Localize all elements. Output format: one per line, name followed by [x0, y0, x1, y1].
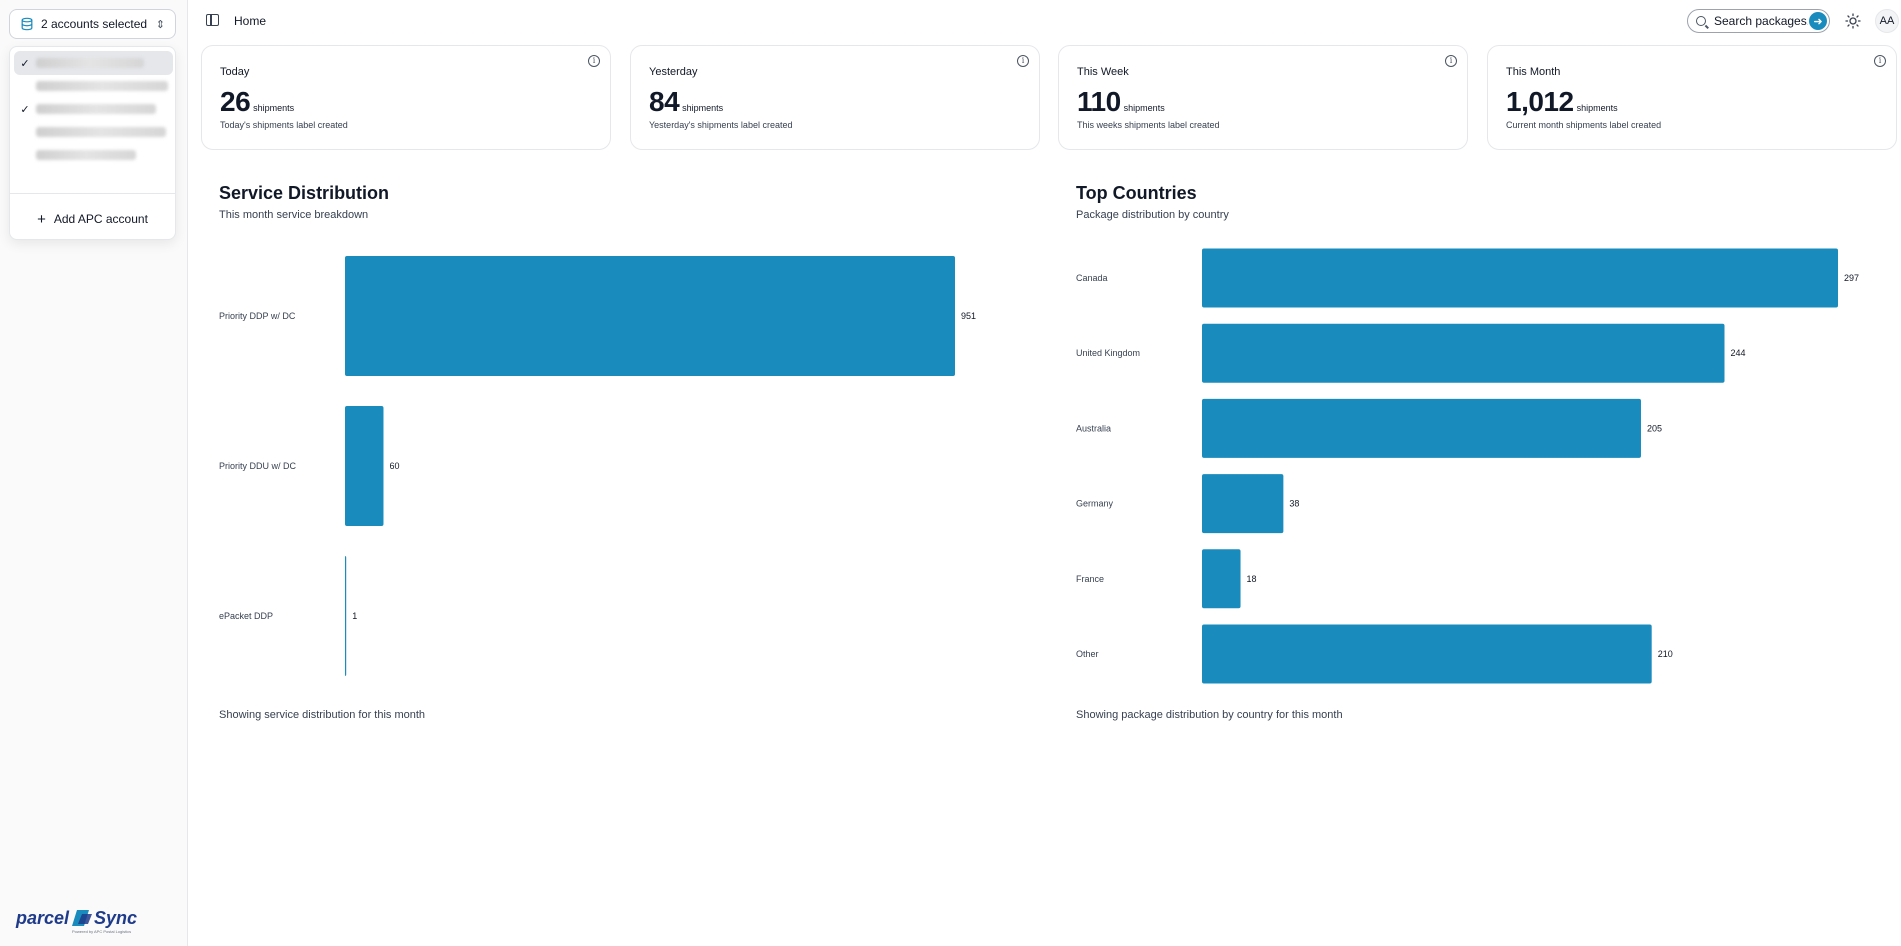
bar[interactable] — [345, 256, 955, 376]
account-option[interactable]: ✓ — [14, 51, 173, 75]
card-value: 84 shipments — [649, 86, 724, 117]
card-title: Yesterday — [649, 66, 698, 78]
account-selector-button[interactable]: 2 accounts selected ⇕ — [9, 9, 176, 39]
card-value: 1,012 shipments — [1506, 86, 1618, 117]
service-distribution-chart: Priority DDP w/ DC 951 Priority DDU w/ DC 6… — [219, 256, 976, 676]
account-option[interactable]: ✓ — [14, 97, 173, 121]
info-icon[interactable]: i — [588, 55, 600, 67]
user-avatar[interactable]: AA — [1875, 9, 1899, 33]
service-distribution-subtitle: This month service breakdown — [219, 209, 369, 221]
bar-value-label: 210 — [1658, 649, 1673, 659]
search-icon — [1696, 16, 1706, 26]
sidebar: 2 accounts selected ⇕ ✓ ✓ + Add APC acco… — [0, 0, 188, 946]
bar[interactable] — [1202, 323, 1725, 383]
svg-text:parcel: parcel — [15, 908, 70, 928]
category-label: ePacket DDP — [219, 611, 273, 621]
bar[interactable] — [1202, 624, 1652, 684]
bar[interactable] — [1202, 549, 1241, 609]
bar-value-label: 297 — [1844, 273, 1859, 283]
add-account-label: Add APC account — [53, 212, 148, 226]
category-label: Australia — [1076, 423, 1111, 433]
category-label: Canada — [1076, 273, 1108, 283]
top-countries-subtitle: Package distribution by country — [1076, 209, 1229, 221]
top-countries-title: Top Countries — [1076, 183, 1197, 203]
bar-value-label: 951 — [961, 311, 976, 321]
account-selector-label: 2 accounts selected — [41, 17, 148, 31]
info-icon[interactable]: i — [1874, 55, 1886, 67]
account-dropdown-menu: ✓ ✓ + Add APC account — [9, 46, 176, 240]
category-label: Germany — [1076, 499, 1114, 509]
sun-icon[interactable] — [1845, 13, 1861, 29]
category-label: Priority DDP w/ DC — [219, 311, 296, 321]
bar-value-label: 18 — [1247, 574, 1257, 584]
card-description: Yesterday's shipments label created — [649, 120, 793, 130]
info-icon[interactable]: i — [1017, 55, 1029, 67]
card-description: Current month shipments label created — [1506, 120, 1662, 130]
bar[interactable] — [345, 556, 347, 676]
search-box[interactable]: ➜ — [1687, 9, 1830, 33]
toggle-sidebar-icon[interactable] — [206, 14, 219, 26]
redacted-account-name — [36, 81, 168, 91]
chevron-up-down-icon: ⇕ — [155, 18, 165, 31]
check-icon: ✓ — [20, 57, 30, 70]
menu-divider — [10, 193, 175, 194]
top-bar: Home ➜ AA — [189, 0, 1901, 42]
service-distribution-footer: Showing service distribution for this mo… — [219, 709, 426, 721]
account-option[interactable] — [14, 74, 173, 98]
bar[interactable] — [345, 406, 384, 526]
bar-value-label: 1 — [352, 611, 357, 621]
top-countries-footer: Showing package distribution by country … — [1076, 709, 1343, 721]
stat-card-this-week: This Week i 110 shipments This weeks ship… — [1058, 45, 1468, 150]
stat-card-yesterday: Yesterday i 84 shipments Yesterday's ship… — [630, 45, 1040, 150]
bar[interactable] — [1202, 474, 1284, 534]
breadcrumb[interactable]: Home — [234, 14, 267, 28]
check-icon: ✓ — [20, 103, 30, 116]
stat-card-today: Today i 26 shipments Today's shipments la… — [201, 45, 611, 150]
bar[interactable] — [1202, 398, 1641, 458]
arrow-right-icon[interactable]: ➜ — [1809, 12, 1827, 30]
database-icon — [21, 17, 33, 31]
card-title: Today — [220, 66, 250, 78]
card-description: This weeks shipments label created — [1077, 120, 1220, 130]
redacted-account-name — [36, 104, 156, 114]
bar-value-label: 244 — [1731, 348, 1746, 358]
plus-icon: + — [37, 210, 46, 228]
redacted-account-name — [36, 150, 136, 160]
card-description: Today's shipments label created — [220, 120, 348, 130]
svg-text:Powered by APC Postal Logistic: Powered by APC Postal Logistics — [72, 929, 131, 934]
redacted-account-name — [36, 127, 166, 137]
category-label: Other — [1076, 649, 1099, 659]
bar-value-label: 60 — [389, 461, 399, 471]
bar-value-label: 38 — [1289, 499, 1299, 509]
stat-card-this-month: This Month i 1,012 shipments Current mont… — [1487, 45, 1897, 150]
parcelsync-logo: parcel Sync Powered by APC Postal Logist… — [15, 908, 137, 934]
service-distribution-title: Service Distribution — [219, 183, 390, 203]
card-value: 26 shipments — [220, 86, 295, 117]
svg-text:Sync: Sync — [94, 908, 137, 928]
card-title: This Week — [1077, 66, 1129, 78]
search-input[interactable] — [1714, 14, 1808, 28]
account-option[interactable] — [14, 143, 173, 167]
top-countries-chart: Canada 297 United Kingdom 244 Australia 205 Ge… — [1076, 248, 1859, 684]
card-title: This Month — [1506, 66, 1561, 78]
bar[interactable] — [1202, 248, 1838, 308]
card-value: 110 shipments — [1077, 86, 1165, 117]
bar-value-label: 205 — [1647, 423, 1662, 433]
category-label: France — [1076, 574, 1104, 584]
category-label: Priority DDU w/ DC — [219, 461, 297, 471]
redacted-account-name — [36, 58, 144, 68]
account-option[interactable] — [14, 120, 173, 144]
category-label: United Kingdom — [1076, 348, 1140, 358]
info-icon[interactable]: i — [1445, 55, 1457, 67]
add-apc-account-button[interactable]: + Add APC account — [10, 207, 175, 231]
